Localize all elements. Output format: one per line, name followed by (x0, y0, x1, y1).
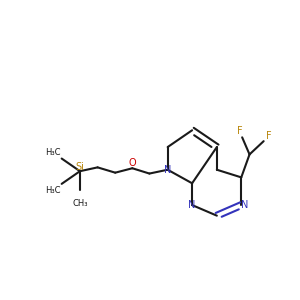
Text: Si: Si (76, 162, 84, 172)
Text: H₃C: H₃C (45, 148, 60, 157)
Text: F: F (266, 131, 272, 141)
Text: CH₃: CH₃ (72, 199, 88, 208)
Text: N: N (164, 165, 171, 175)
Text: N: N (188, 200, 196, 210)
Text: F: F (237, 126, 243, 136)
Text: H₃C: H₃C (45, 186, 60, 195)
Text: O: O (128, 158, 136, 168)
Text: N: N (241, 200, 248, 210)
